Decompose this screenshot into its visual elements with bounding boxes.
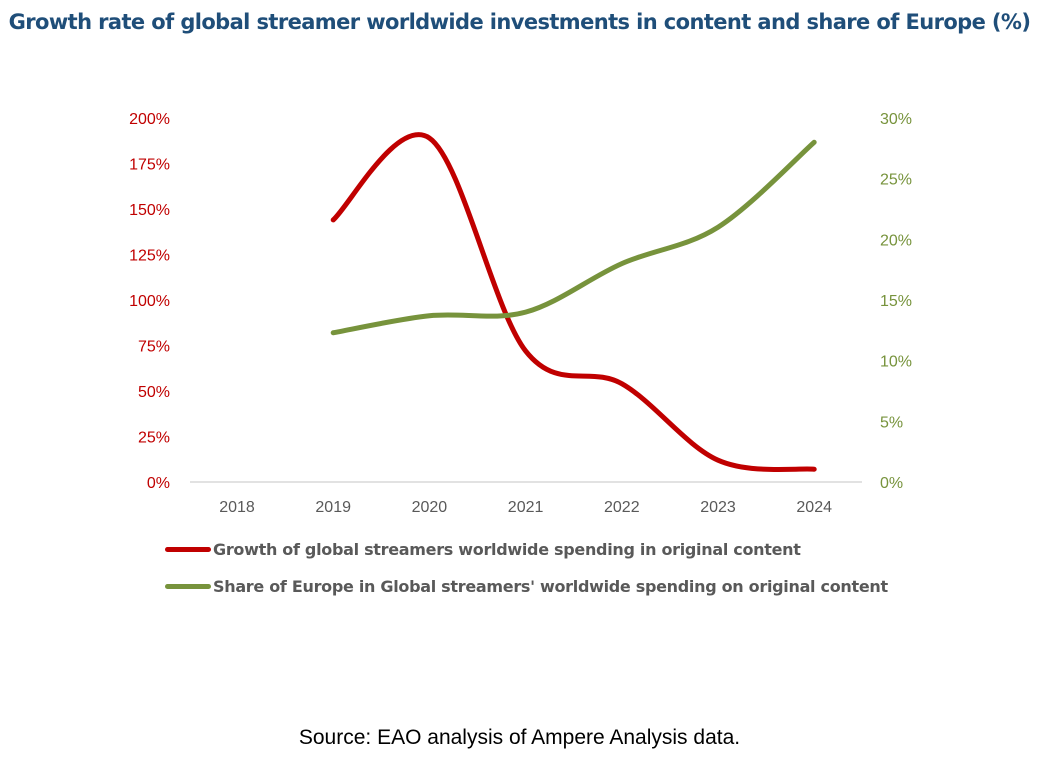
right-y-tick-label: 25% [880, 172, 912, 189]
left-y-tick-label: 175% [129, 157, 170, 174]
right-y-tick-label: 30% [880, 111, 912, 128]
x-tick-label: 2020 [412, 499, 448, 516]
left-y-tick-label: 25% [138, 430, 170, 447]
left-y-tick-label: 0% [147, 475, 170, 492]
left-y-tick-label: 100% [129, 293, 170, 310]
x-tick-label: 2022 [604, 499, 640, 516]
legend-item-share: Share of Europe in Global streamers' wor… [165, 577, 888, 596]
x-tick-label: 2021 [508, 499, 544, 516]
legend-label-growth: Growth of global streamers worldwide spe… [213, 540, 801, 559]
right-y-tick-label: 15% [880, 293, 912, 310]
x-tick-label: 2018 [219, 499, 255, 516]
legend-swatch-growth [165, 547, 211, 552]
x-tick-label: 2023 [700, 499, 736, 516]
right-y-tick-label: 10% [880, 354, 912, 371]
left-y-tick-label: 150% [129, 202, 170, 219]
right-y-tick-label: 20% [880, 232, 912, 249]
chart-title: Growth rate of global streamer worldwide… [8, 10, 1031, 34]
share-series-line [330, 139, 817, 336]
left-y-tick-label: 75% [138, 339, 170, 356]
x-tick-label: 2019 [315, 499, 351, 516]
legend-label-share: Share of Europe in Global streamers' wor… [213, 577, 888, 596]
right-y-tick-label: 5% [880, 414, 903, 431]
legend-swatch-share [165, 584, 211, 589]
left-y-tick-label: 50% [138, 384, 170, 401]
source-note: Source: EAO analysis of Ampere Analysis … [298, 726, 741, 749]
left-y-tick-label: 125% [129, 248, 170, 265]
growth-series-line [330, 132, 817, 473]
legend-item-growth: Growth of global streamers worldwide spe… [165, 540, 801, 559]
left-y-tick-label: 200% [129, 111, 170, 128]
right-y-tick-label: 0% [880, 475, 903, 492]
x-tick-label: 2024 [796, 499, 832, 516]
